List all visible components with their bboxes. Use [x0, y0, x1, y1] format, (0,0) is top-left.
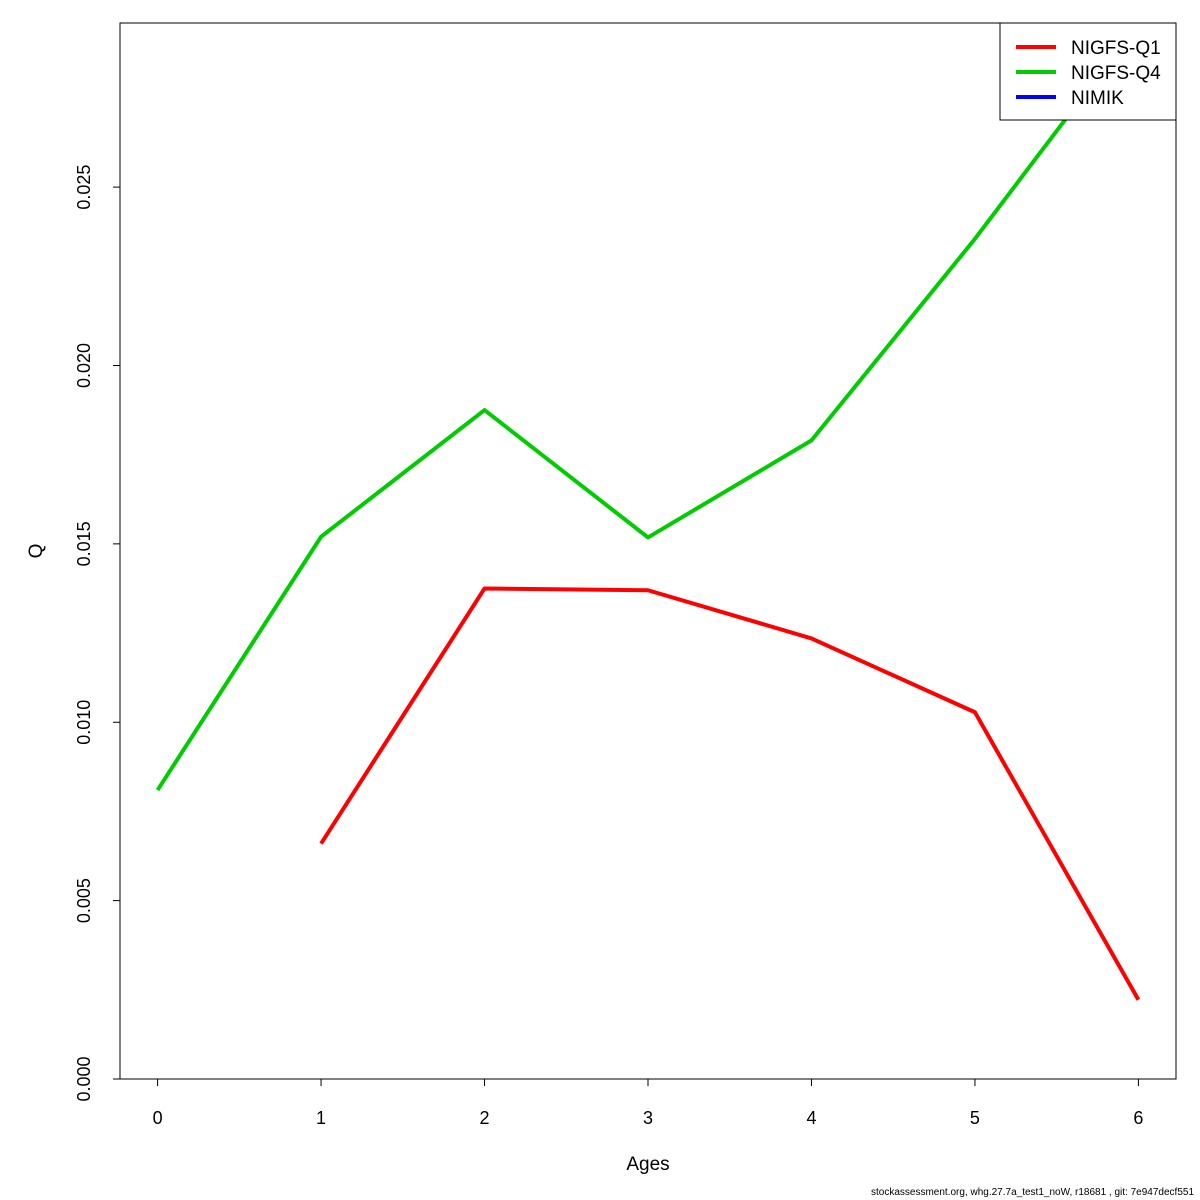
x-axis-title: Ages: [626, 1154, 669, 1175]
y-axis-title: Q: [26, 544, 47, 559]
legend-label: NIGFS-Q4: [1071, 63, 1161, 84]
y-tick-label: 0.020: [74, 343, 94, 388]
legend: NIGFS-Q1 NIGFS-Q4 NIMIK: [999, 22, 1177, 121]
x-tick-label: 3: [643, 1108, 653, 1128]
legend-label: NIMIK: [1071, 88, 1124, 109]
series-layer: [155, 23, 1141, 1001]
y-tick-label: 0.025: [74, 165, 94, 210]
legend-label: NIGFS-Q1: [1071, 38, 1161, 59]
y-tick-label: 0.010: [74, 700, 94, 745]
y-tick-label: 0.015: [74, 521, 94, 566]
x-tick-label: 6: [1133, 1108, 1143, 1128]
x-tick-label: 0: [153, 1108, 163, 1128]
x-tick-label: 1: [316, 1108, 326, 1128]
x-axis: 0 1 2 3 4 5 6: [153, 1078, 1143, 1128]
footer-caption: stockassessment.org, whg.27.7a_test1_noW…: [871, 1187, 1194, 1198]
x-tick-label: 5: [970, 1108, 980, 1128]
x-tick-label: 2: [480, 1108, 490, 1128]
y-tick-label: 0.005: [74, 878, 94, 923]
x-tick-label: 4: [806, 1108, 816, 1128]
series-line-nigfs-q4: [155, 23, 1140, 792]
series-line-nigfs-q1: [319, 586, 1141, 1001]
y-tick-label: 0.000: [74, 1056, 94, 1101]
y-axis: 0.000 0.005 0.010 0.015 0.020 0.025: [74, 165, 121, 1102]
